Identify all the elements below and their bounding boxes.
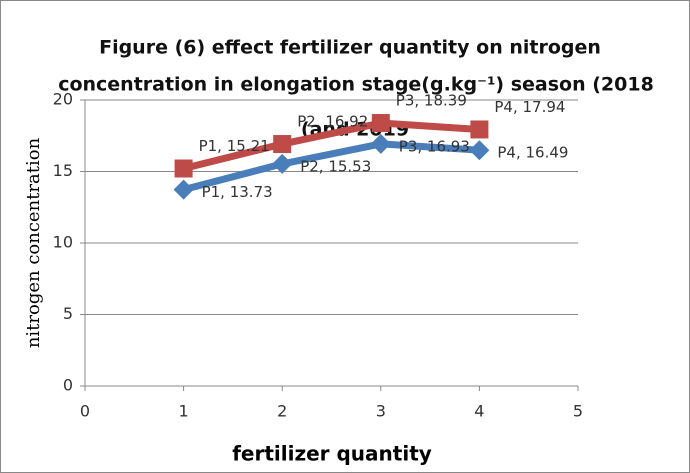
x-tick-label: 1	[179, 402, 189, 421]
data-label: P1, 13.73	[202, 183, 273, 201]
y-tick-label: 5	[63, 304, 73, 323]
data-label: P2, 16.92	[297, 113, 368, 131]
x-tick-label: 0	[80, 402, 90, 421]
chart-title: Figure (6) effect fertilizer quantity on…	[99, 37, 601, 59]
data-label: P2, 15.53	[300, 157, 371, 175]
series-line	[180, 140, 483, 194]
y-tick-label: 20	[53, 90, 73, 109]
x-tick-label: 4	[474, 402, 484, 421]
y-axis-label: nitrogen concentration	[23, 137, 44, 348]
data-label: P4, 16.49	[497, 144, 568, 162]
x-tick-label: 5	[573, 402, 583, 421]
x-tick-label: 2	[277, 402, 287, 421]
marker	[469, 140, 490, 161]
y-tick-label: 10	[53, 233, 73, 252]
x-tick-label: 3	[376, 402, 386, 421]
data-label: P4, 17.94	[494, 98, 565, 116]
marker	[272, 153, 293, 174]
marker	[470, 120, 489, 139]
chart-title: concentration in elongation stage(g.kg⁻¹…	[58, 74, 654, 96]
marker	[173, 179, 194, 200]
data-label: P1, 15.21	[199, 137, 270, 155]
data-label: P3, 18.39	[396, 92, 467, 110]
marker	[370, 133, 391, 154]
marker	[371, 114, 390, 133]
data-label: P3, 16.93	[399, 137, 470, 155]
y-tick-label: 15	[53, 161, 73, 180]
marker	[273, 135, 292, 154]
series-line	[180, 119, 483, 172]
x-axis-label: fertilizer quantity	[232, 442, 432, 466]
marker	[174, 159, 193, 178]
y-tick-label: 0	[63, 376, 73, 395]
